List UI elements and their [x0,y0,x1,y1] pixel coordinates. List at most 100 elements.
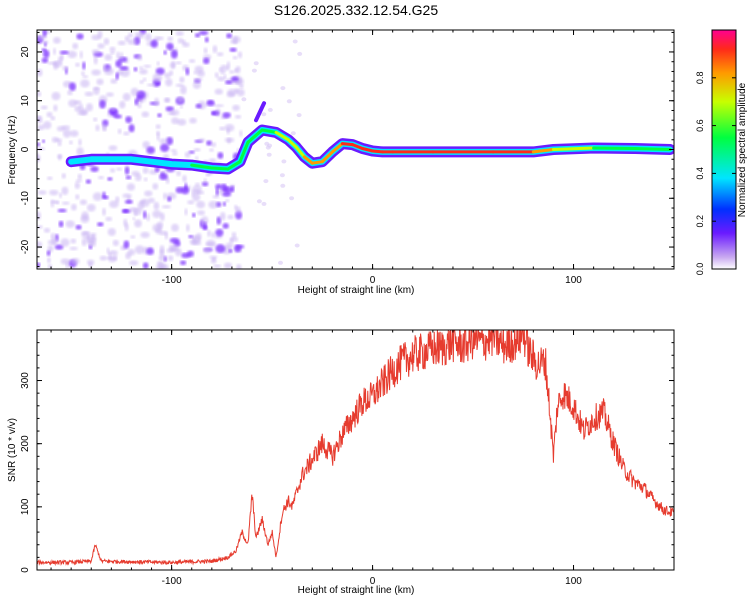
spectrogram-noise-blob [46,257,51,264]
spectrogram-noise-blob [223,262,233,269]
spectrogram-noise-blob [61,201,70,205]
spectrogram-noise-blob [74,106,81,112]
spectrogram-noise-blob [232,80,242,85]
spectrogram-noise-blob [211,110,220,116]
spectrogram-noise-blob [216,216,222,225]
spectrogram-noise-blob [230,185,235,193]
spectrogram-noise-blob [239,130,243,137]
spectrogram-noise-blob [136,90,146,100]
ridge-core-segment [150,160,174,166]
spectrogram-noise-blob [145,33,152,42]
spectrogram-noise-blob [278,260,283,265]
ridge-core-segment [210,166,230,171]
spectrogram-noise-blob [139,68,148,75]
spectrogram-noise-blob [53,37,61,44]
spectrogram-noise-blob [135,174,142,182]
spectrogram-noise-blob [75,179,82,183]
spectrogram-noise-blob [166,136,174,146]
snr-ticks: -100 0 100 0 100 200 300 [20,329,675,587]
spectrogram-noise-blob [108,145,118,151]
spectrogram-noise-blob [90,232,97,236]
colorbar-tick-label: 0.0 [695,263,705,276]
spectrogram-noise-blob [217,188,223,196]
spectrogram-y-tick-label: 10 [20,95,31,107]
spectrogram-noise-blob [146,146,156,154]
spectrogram-noise-blob [85,179,91,184]
spectrogram-noise-blob [182,42,190,48]
spectrogram-noise-blob [61,125,71,130]
spectrogram-noise-blob [155,124,161,129]
spectrogram-noise-blob [179,104,183,109]
spectrogram-noise-blob [219,126,226,131]
ridge-core-segment [351,143,364,150]
spectrogram-noise-blob [214,88,223,95]
spectrogram-noise-blob [50,116,56,121]
spectrogram-noise-blob [84,91,94,97]
spectrogram-noise-blob [204,36,209,43]
spectrogram-noise-blob [92,192,103,201]
spectrogram-noise-blob [159,249,165,257]
spectrogram-noise-blob [202,57,210,65]
spectrogram-noise-blob [175,31,184,36]
spectrogram-noise-blob [222,201,226,207]
spectrogram-noise-blob [104,54,113,61]
spectrogram-noise-blob [124,35,130,42]
spectrogram-noise-blob [170,148,177,153]
spectrogram-noise-blob [232,55,238,60]
spectrogram-noise-blob [37,68,43,77]
spectrogram-noise-blob [57,208,67,213]
spectrogram-noise-blob [70,238,77,244]
spectrogram-noise-blob [113,255,118,261]
ridge-core-segment [310,160,324,165]
colorbar-gradient [711,29,737,270]
spectrogram-noise-blob [261,112,267,117]
spectrogram-noise-blob [196,200,206,209]
spectrogram-noise-blob [42,139,46,143]
spectrogram-noise-blob [142,77,147,82]
spectrogram-noise-blob [69,82,76,91]
colorbar: 0.0 0.2 0.4 0.6 0.8 Normalized spectral ampl… [695,29,748,276]
spectrogram-noise-blob [155,226,162,235]
spectrogram-noise-blob [157,36,164,41]
spectrogram-noise-blob [165,106,175,112]
spectrogram-noise-blob [132,217,136,221]
spectrogram-noise-blob [180,85,187,95]
spectrogram-noise-blob [156,132,160,141]
spectrogram-noise-blob [229,237,234,244]
spectrogram-noise-blob [261,201,267,206]
spectrogram-noise-blob [93,55,98,65]
ridge-core-segment [302,155,314,165]
spectrogram-noise-blob [267,107,273,112]
spectrogram-noise-blob [58,220,64,228]
spectrogram-noise-blob [237,51,243,59]
spectrogram-noise-blob [266,152,272,157]
spectrogram-noise-blob [91,69,101,76]
spectrogram-noise-blob [169,244,178,251]
spectrogram-noise-blob [51,237,59,246]
spectrogram-noise-blob [213,264,222,268]
spectrogram-noise-blob [129,207,139,212]
spectrogram-noise-blob [212,195,220,199]
spectrogram-noise-blob [46,250,51,256]
spectrogram-noise-blob [126,183,136,191]
spectrogram-noise-blob [78,138,82,146]
spectrogram-noise-blob [116,167,123,171]
snr-y-tick-label: 0 [20,567,31,573]
spectrogram-noise-blob [137,103,142,109]
spectrogram-noise-blob [55,138,63,142]
spectrogram-noise-blob [61,186,69,196]
spectrogram-noise-blob [54,244,64,250]
spectrogram-noise-blob [95,124,100,132]
spectrogram-noise-blob [124,199,133,204]
spectrogram-noise-blob [159,138,168,144]
spectrogram-noise-blob [139,80,144,84]
ridge-core-segment [190,163,214,170]
spectrogram-noise-blob [226,33,233,39]
spectrogram-noise-blob [82,75,89,79]
spectrogram-y-tick-label: 0 [20,146,31,152]
spectrogram-x-axis-label: Height of straight line (km) [298,285,415,296]
spectrogram-noise-blob [43,40,49,45]
ridge-core-segment [286,138,298,149]
spectrogram-noise-blob [93,117,98,122]
snr-y-tick-label: 100 [20,498,31,515]
